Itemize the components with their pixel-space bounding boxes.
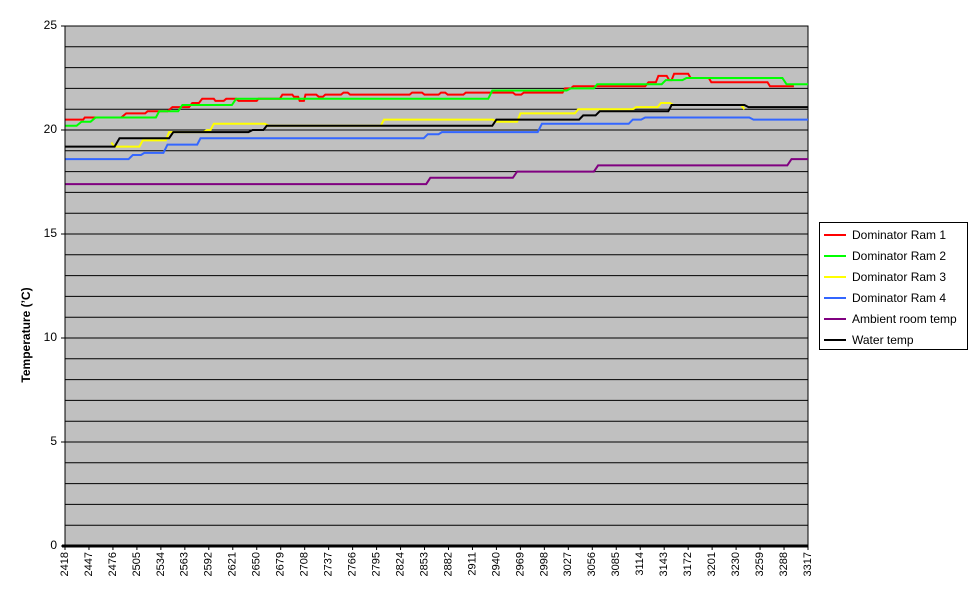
x-tick-label: 3201 (706, 552, 718, 576)
x-tick-label: 2534 (155, 552, 167, 576)
x-tick-label: 3143 (658, 552, 670, 576)
legend: Dominator Ram 1 Dominator Ram 2 Dominator … (819, 222, 968, 350)
x-tick-label: 2795 (370, 552, 382, 576)
legend-item: Dominator Ram 1 (824, 224, 967, 245)
x-tick-label: 2447 (83, 552, 95, 576)
x-tick-label: 3172 (682, 552, 694, 576)
x-tick-label: 2563 (179, 552, 191, 576)
x-tick-label: 2505 (131, 552, 143, 576)
series-line-dominator-ram-1 (65, 72, 794, 121)
legend-item: Dominator Ram 4 (824, 287, 967, 308)
series-line-dominator-ram-3 (110, 102, 746, 148)
x-tick-label: 2679 (275, 552, 287, 576)
legend-swatch (824, 317, 846, 320)
x-tick-label: 3317 (802, 552, 814, 576)
legend-swatch (824, 233, 846, 236)
plot-area (64, 25, 809, 547)
x-tick-label: 2969 (514, 552, 526, 576)
x-tick-label: 2418 (59, 552, 71, 576)
x-tick-label: 3230 (730, 552, 742, 576)
x-tick-label: 2650 (251, 552, 263, 576)
legend-label: Dominator Ram 4 (852, 290, 947, 305)
x-tick-label: 2737 (323, 552, 335, 576)
x-tick-label: 2592 (203, 552, 215, 576)
x-tick-label: 3114 (634, 552, 646, 576)
y-tick-label: 10 (44, 330, 58, 344)
legend-item: Dominator Ram 3 (824, 266, 967, 287)
legend-swatch (824, 254, 846, 257)
legend-label: Ambient room temp (852, 311, 957, 326)
x-tick-label: 2621 (227, 552, 239, 576)
x-tick-label: 2940 (490, 552, 502, 576)
x-tick-label: 2911 (466, 552, 478, 576)
series-line-dominator-ram-4 (65, 116, 808, 161)
legend-label: Dominator Ram 3 (852, 269, 947, 284)
y-tick-label: 5 (50, 434, 57, 448)
x-tick-label: 2998 (538, 552, 550, 576)
legend-item: Dominator Ram 2 (824, 245, 967, 266)
legend-item: Water temp (824, 329, 967, 350)
y-tick-label: 25 (44, 18, 58, 32)
x-tick-label: 3259 (754, 552, 766, 576)
x-tick-label: 3085 (610, 552, 622, 576)
y-tick-label: 15 (44, 226, 58, 240)
y-axis-title: Temperature (’C) (19, 287, 33, 382)
series-line-ambient-room-temp (65, 158, 808, 186)
x-tick-label: 2708 (299, 552, 311, 576)
x-tick-label: 3056 (586, 552, 598, 576)
legend-swatch (824, 296, 846, 299)
x-tick-label: 2853 (418, 552, 430, 576)
x-tick-label: 3027 (562, 552, 574, 576)
x-tick-label: 2824 (394, 552, 406, 576)
legend-label: Dominator Ram 2 (852, 248, 947, 263)
legend-swatch (824, 275, 846, 278)
x-tick-label: 3288 (778, 552, 790, 576)
legend-swatch (824, 338, 846, 341)
legend-label: Dominator Ram 1 (852, 227, 947, 242)
x-tick-label: 2766 (347, 552, 359, 576)
x-tick-label: 2882 (442, 552, 454, 576)
y-tick-label: 0 (50, 538, 57, 552)
x-tick-label: 2476 (107, 552, 119, 576)
series-line-water-temp (65, 104, 808, 148)
y-tick-label: 20 (44, 122, 58, 136)
legend-item: Ambient room temp (824, 308, 967, 329)
legend-label: Water temp (852, 332, 914, 347)
y-axis-title-box: Temperature (’C) (14, 170, 44, 500)
series-line-dominator-ram-2 (65, 77, 808, 127)
